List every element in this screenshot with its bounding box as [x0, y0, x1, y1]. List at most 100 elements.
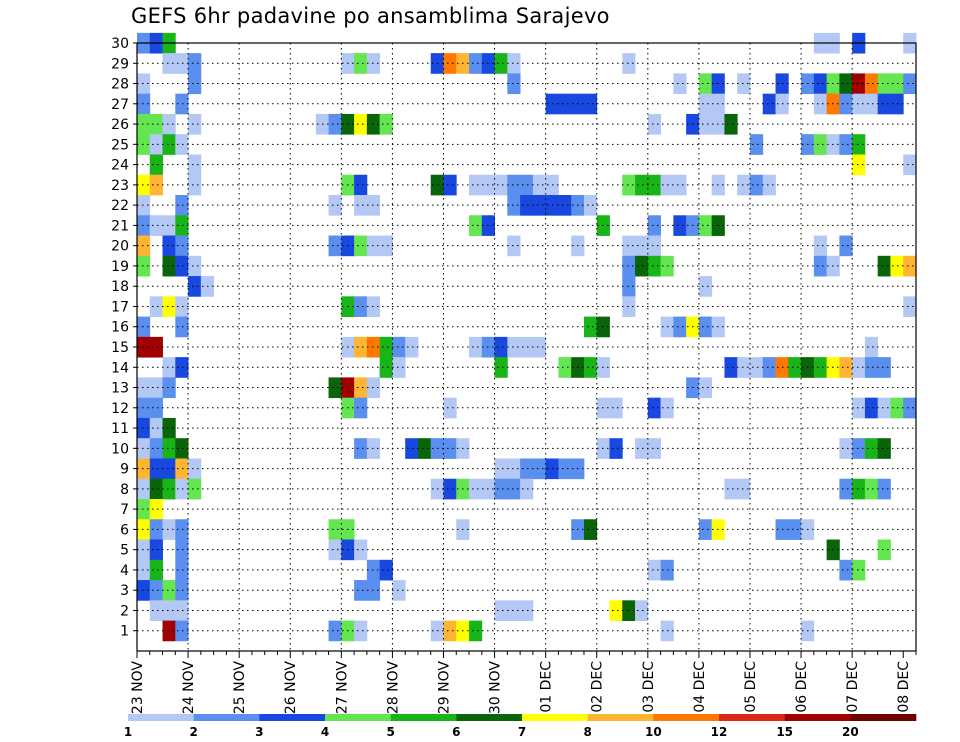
heatmap-cell: [724, 113, 738, 135]
heatmap-cell: [583, 93, 598, 115]
heatmap-cell: [839, 235, 853, 257]
heatmap-cell: [839, 438, 853, 459]
heatmap-cell: [137, 255, 151, 277]
heatmap-cell: [864, 93, 879, 115]
x-tick-label: 06 DEC: [794, 661, 810, 713]
heatmap-cell: [737, 478, 751, 500]
heatmap-cell: [137, 174, 151, 196]
heatmap-cell: [877, 438, 891, 459]
heatmap-cell: [443, 478, 457, 500]
heatmap-cell: [137, 559, 151, 581]
heatmap-cell: [188, 53, 202, 74]
y-tick-label: 9: [120, 462, 129, 478]
heatmap-cell: [635, 600, 649, 621]
heatmap-cell: [149, 600, 163, 621]
heatmap-cell: [188, 73, 202, 95]
heatmap-cell: [622, 53, 636, 74]
heatmap-cell: [852, 438, 866, 459]
heatmap-cell: [864, 336, 879, 358]
colorbar-label: 6: [452, 725, 460, 739]
y-tick-label: 29: [111, 56, 129, 72]
y-tick-label: 13: [111, 381, 129, 397]
heatmap-cell: [788, 357, 802, 378]
heatmap-cell: [149, 336, 163, 358]
x-tick-label: 08 DEC: [896, 661, 912, 713]
heatmap-cell: [507, 458, 521, 480]
heatmap-cell: [788, 519, 802, 540]
colorbar-label: 15: [776, 725, 793, 739]
heatmap-cell: [162, 478, 176, 500]
colorbar-label: 1: [124, 725, 132, 739]
heatmap-cell: [175, 255, 189, 277]
heatmap-cell: [188, 458, 202, 480]
heatmap-cell: [354, 438, 368, 459]
heatmap-cell: [354, 580, 368, 601]
y-tick-label: 7: [120, 502, 129, 518]
heatmap-cell: [507, 478, 521, 500]
heatmap-cell: [469, 478, 483, 500]
heatmap-cell: [852, 478, 866, 500]
heatmap-cell: [175, 195, 189, 216]
heatmap-cell: [354, 296, 368, 317]
colorbar-swatch: [259, 714, 326, 721]
heatmap-cell: [149, 154, 163, 176]
heatmap-cell: [609, 438, 623, 459]
y-tick-label: 4: [120, 563, 129, 579]
colorbar-swatch: [719, 714, 785, 721]
heatmap-cell: [749, 357, 764, 378]
heatmap-cell: [137, 134, 151, 155]
heatmap-cell: [149, 499, 163, 520]
heatmap-cell: [162, 417, 176, 439]
y-axis: 1234567891011121314151617181920212223242…: [111, 36, 137, 640]
heatmap-cell: [149, 580, 163, 601]
heatmap-cell: [532, 195, 547, 216]
heatmap-cell: [162, 255, 176, 277]
heatmap-cell: [532, 336, 547, 358]
heatmap-cell: [647, 235, 661, 257]
heatmap-cell: [762, 174, 776, 196]
heatmap-cell: [162, 113, 176, 135]
heatmap-cell: [762, 357, 776, 378]
x-tick-label: 29 NOV: [436, 661, 452, 715]
heatmap-cell: [698, 519, 713, 540]
heatmap-cell: [864, 438, 879, 459]
x-tick-label: 02 DEC: [590, 661, 606, 713]
y-tick-label: 30: [111, 36, 129, 52]
heatmap-cell: [494, 478, 508, 500]
heatmap-cell: [162, 53, 176, 74]
heatmap-cell: [392, 580, 406, 601]
heatmap-cell: [175, 53, 189, 74]
heatmap-cell: [583, 195, 598, 216]
heatmap-cell: [852, 397, 866, 419]
heatmap-cell: [647, 559, 661, 581]
heatmap-cell: [749, 174, 764, 196]
heatmap-cell: [507, 53, 521, 74]
x-tick-label: 03 DEC: [641, 661, 657, 713]
heatmap-cell: [328, 539, 342, 561]
heatmap-cell: [137, 377, 151, 399]
y-tick-label: 1: [120, 624, 129, 640]
y-tick-label: 5: [120, 543, 129, 559]
heatmap-cell: [392, 336, 406, 358]
heatmap-cell: [647, 397, 661, 419]
colorbar-swatch: [522, 714, 588, 721]
x-tick-label: 26 NOV: [283, 661, 299, 715]
heatmap-cell: [813, 73, 828, 95]
y-tick-label: 20: [111, 239, 129, 255]
heatmap-cell: [877, 93, 891, 115]
y-tick-label: 27: [111, 97, 129, 113]
heatmap-cell: [609, 397, 623, 419]
heatmap-cell: [673, 73, 687, 95]
heatmap-cell: [507, 174, 521, 196]
heatmap-cell: [698, 276, 713, 297]
x-axis: 23 NOV 24 NOV 25 NOV 26 NOV 27 NOV 28 NOV 29 N…: [130, 651, 917, 715]
heatmap-cell: [494, 357, 508, 378]
heatmap-cell: [328, 235, 342, 257]
x-tick-label: 07 DEC: [845, 661, 861, 713]
heatmap-cell: [469, 336, 483, 358]
heatmap-cell: [405, 336, 419, 358]
heatmap-cell: [149, 539, 163, 561]
colorbar-label: 3: [255, 725, 263, 739]
heatmap-cell: [149, 113, 163, 135]
